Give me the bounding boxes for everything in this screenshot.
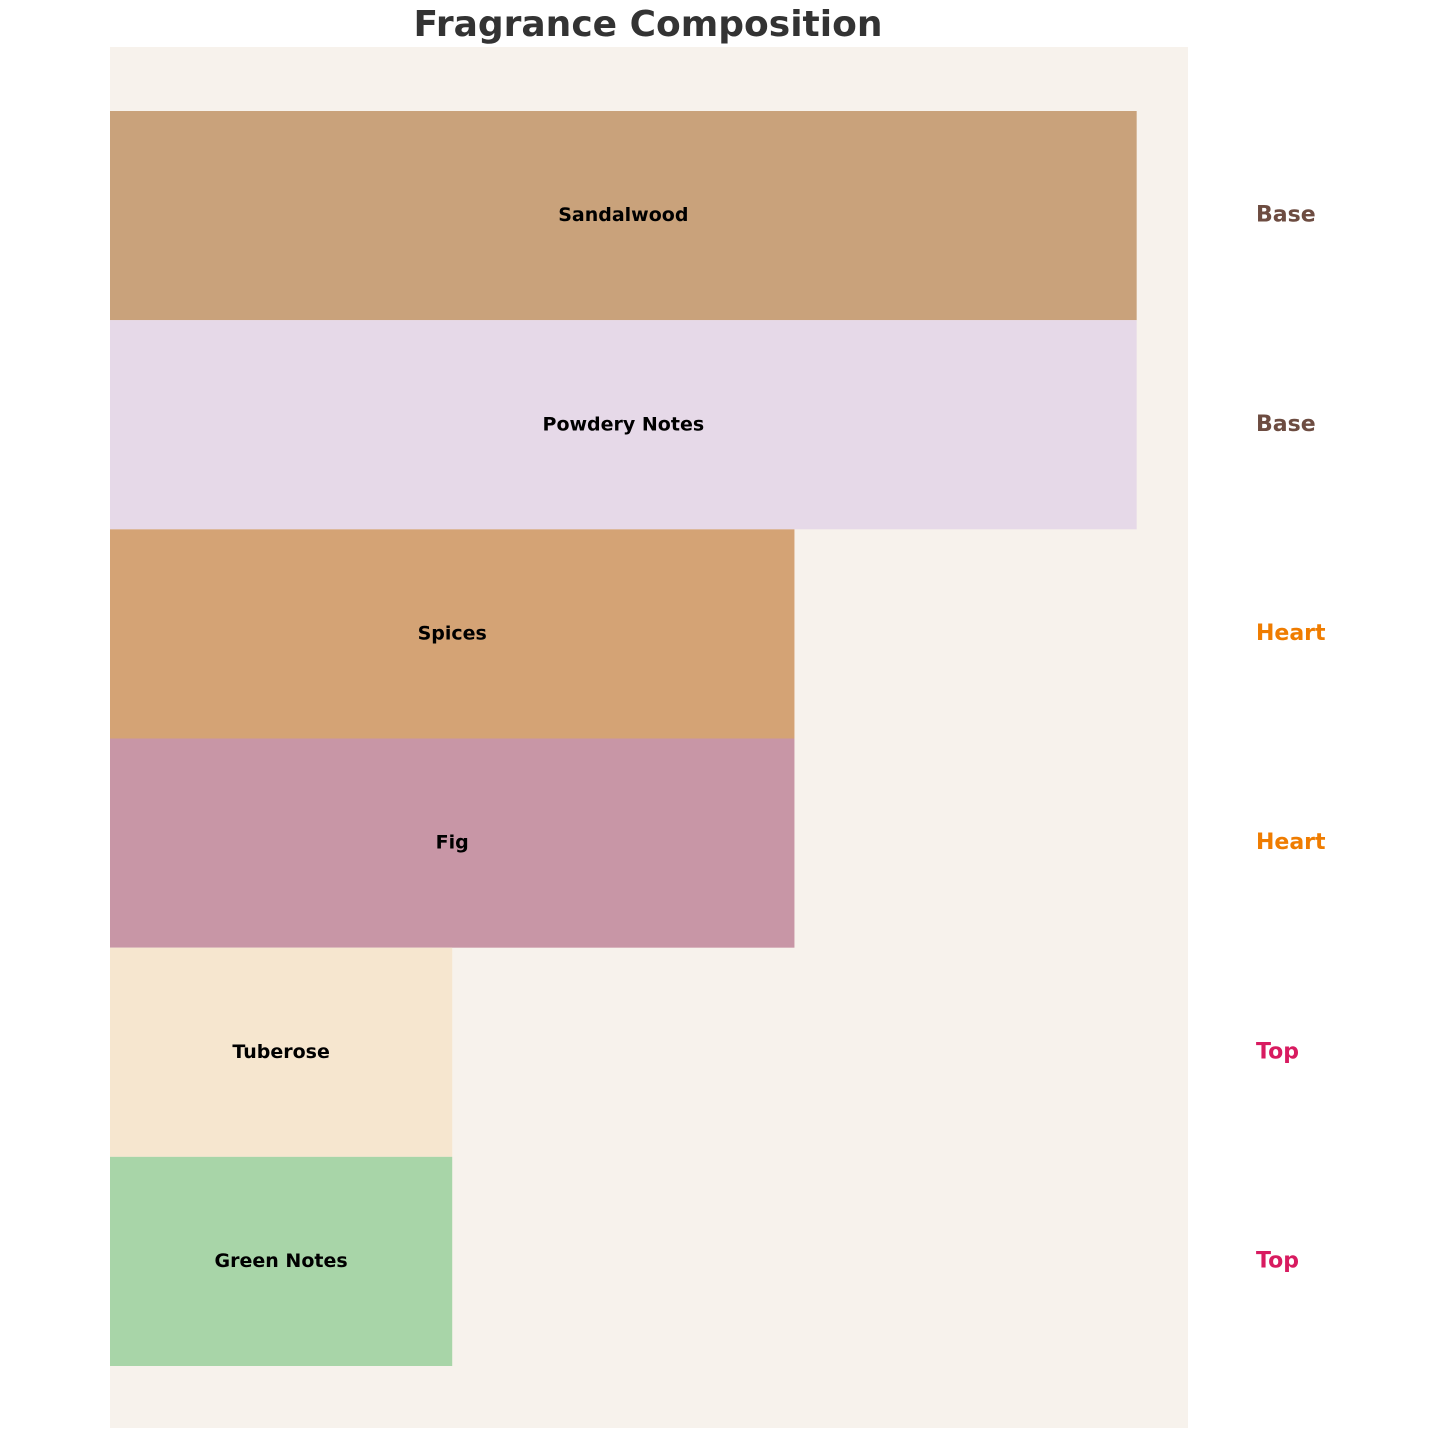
bar (110, 111, 1137, 321)
level-label: Base (1256, 412, 1316, 437)
level-label: Top (1256, 1248, 1299, 1273)
bar (110, 738, 795, 948)
bar-label: Green Notes (215, 1250, 348, 1272)
level-label: Heart (1256, 830, 1326, 855)
bar (110, 320, 1137, 530)
bar-label: Tuberose (232, 1041, 330, 1063)
bar (110, 529, 795, 739)
bar-label: Sandalwood (558, 204, 688, 226)
bar-label: Powdery Notes (543, 413, 705, 435)
chart-title: Fragrance Composition (414, 4, 883, 45)
bar (110, 1156, 453, 1366)
bar-label: Fig (436, 832, 469, 854)
level-label: Top (1256, 1039, 1299, 1064)
bar (110, 947, 453, 1157)
level-label: Base (1256, 203, 1316, 228)
level-label: Heart (1256, 621, 1326, 646)
bar-label: Spices (418, 622, 487, 644)
